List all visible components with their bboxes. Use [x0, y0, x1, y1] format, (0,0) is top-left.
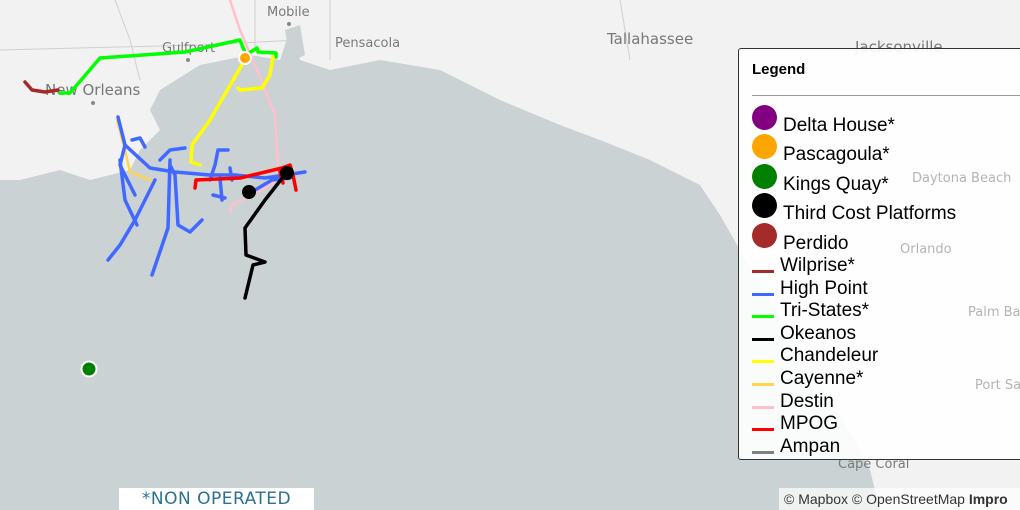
legend-line-item: Ampan: [752, 434, 1020, 457]
map-attribution: © Mapbox © OpenStreetMap Impro: [779, 488, 1020, 510]
platform-third-coast-1[interactable]: [242, 185, 256, 199]
legend-panel: Legend Delta House* Pascagoula* Kings Quay…: [738, 48, 1020, 460]
legend-label: Cayenne*: [780, 368, 864, 390]
platform-kings-quay[interactable]: [80, 360, 98, 378]
legend-line-swatch-icon: [752, 450, 774, 454]
legend-label: Okeanos: [780, 322, 857, 344]
legend-line-swatch-icon: [752, 292, 774, 296]
legend-label: Wilprise*: [780, 255, 855, 277]
legend-label: High Point: [780, 277, 868, 299]
legend-line-swatch-icon: [752, 383, 774, 387]
legend-label: MPOG: [780, 413, 839, 435]
legend-line-item: Cayenne*: [752, 366, 1020, 389]
legend-line-item: Wilprise*: [752, 254, 1020, 277]
legend-label: Third Cost Platforms: [783, 203, 957, 224]
legend-point-item: Delta House*: [752, 104, 1020, 136]
city-mobile: Mobile: [267, 5, 310, 20]
city-cape-coral: Cape Coral: [838, 457, 909, 472]
legend-label: Kings Quay*: [783, 173, 889, 195]
improve-map-link[interactable]: Impro: [968, 491, 1008, 507]
state-boundaries: [0, 0, 631, 81]
legend-line-swatch-icon: [752, 315, 774, 319]
legend-label: Pascagoula*: [783, 144, 890, 165]
platform-pascagoula[interactable]: [238, 51, 252, 65]
pipeline-high-point[interactable]: [106, 115, 307, 277]
city-pensacola: Pensacola: [335, 36, 400, 51]
legend-label: Tri-States*: [780, 300, 870, 322]
legend-divider: [752, 95, 1020, 96]
legend-label: Destin: [780, 390, 834, 412]
legend-point-item: Perdido: [752, 222, 1020, 254]
pipeline-tri-states[interactable]: [58, 38, 278, 95]
legend-label: Delta House*: [783, 114, 895, 136]
pipeline-okeanos[interactable]: [243, 170, 289, 300]
legend-point-item: Third Cost Platforms: [752, 193, 1020, 225]
pipeline-destin[interactable]: [228, 0, 287, 215]
legend-line-item: Tri-States*: [752, 299, 1020, 322]
legend-line-item: Destin: [752, 389, 1020, 412]
pipeline-chandeleur[interactable]: [189, 61, 245, 167]
legend-line-item: MPOG: [752, 412, 1020, 435]
legend-line-item: Chandeleur: [752, 344, 1020, 367]
pipeline-chandeleur-2[interactable]: [236, 55, 275, 92]
legend-dot-icon: [752, 222, 777, 248]
legend-label: Perdido: [783, 232, 849, 254]
legend-point-item: Pascagoula*: [752, 134, 1020, 166]
legend-line-swatch-icon: [752, 428, 774, 432]
legend-line-swatch-icon: [752, 337, 774, 341]
legend-line-swatch-icon: [752, 270, 774, 274]
legend-label: Ampan: [780, 435, 841, 457]
legend-title: Legend: [752, 61, 806, 78]
platform-third-coast-2[interactable]: [280, 166, 294, 180]
legend-line-swatch-icon: [752, 405, 774, 409]
legend-line-item: Okeanos: [752, 321, 1020, 344]
legend-dot-icon: [752, 163, 777, 189]
legend-dot-icon: [752, 193, 777, 218]
osm-link[interactable]: © OpenStreetMap: [851, 491, 965, 507]
legend-line-swatch-icon: [752, 360, 774, 364]
legend-point-item: Kings Quay*: [752, 163, 1020, 195]
city-tallahassee: Tallahassee: [606, 30, 693, 48]
legend-label: Chandeleur: [780, 345, 879, 367]
mapbox-link[interactable]: © Mapbox: [784, 491, 849, 507]
bay: [285, 25, 305, 62]
non-operated-note: *NON OPERATED: [119, 488, 314, 510]
legend-dot-icon: [752, 104, 777, 130]
legend-line-item: High Point: [752, 276, 1020, 299]
pipeline-wilprise[interactable]: [23, 80, 60, 94]
legend-dot-icon: [752, 134, 777, 159]
